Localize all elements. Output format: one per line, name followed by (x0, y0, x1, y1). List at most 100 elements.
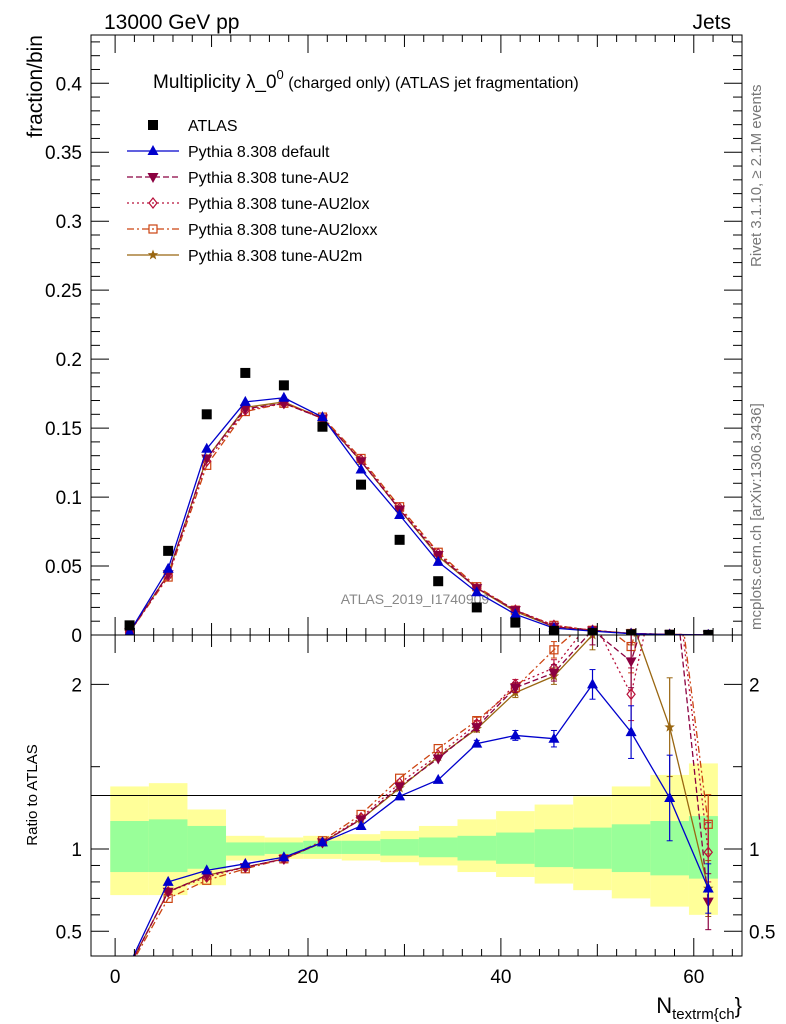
ratio-y-tick-label-right: 1 (749, 840, 760, 861)
atlas-data-point (548, 625, 559, 635)
ratio-data-point (162, 887, 174, 898)
mcplots-label: mcplots.cern.ch [arXiv:1306.3436] (748, 403, 765, 630)
ratio-data-point (664, 791, 676, 802)
main-y-tick-label: 0.35 (45, 143, 82, 164)
legend: ATLAS Pythia 8.308 default Pythia 8.308 tu… (127, 118, 377, 265)
atlas-data-point (124, 620, 135, 631)
atlas-data-point (278, 380, 289, 391)
ratio-data-point (162, 875, 174, 886)
x-tick-label: 40 (490, 967, 511, 988)
legend-label: Pythia 8.308 tune-AU2loxx (188, 222, 377, 239)
ratio-band-green (457, 835, 497, 861)
atlas-data-point (163, 545, 174, 556)
main-y-axis-label: fraction/bin (24, 35, 47, 138)
ratio-axes: 0.5 0.51 12 20 20 40 60 (56, 635, 775, 988)
legend-label: Pythia 8.308 default (188, 144, 330, 161)
ratio-data-point (626, 688, 636, 701)
ratio-y-tick-label: 2 (71, 675, 82, 696)
main-y-tick-label: 0.4 (56, 74, 83, 95)
legend-label: Pythia 8.308 tune-AU2 (188, 170, 349, 187)
main-data-point (124, 626, 135, 635)
ratio-data-point (471, 723, 483, 734)
ratio-band-green (110, 821, 149, 873)
legend-marker (147, 145, 159, 155)
ratio-series-layer (124, 515, 714, 972)
ratio-band-green (380, 839, 419, 856)
main-series-line (129, 402, 709, 635)
atlas-data-point (356, 479, 367, 490)
ratio-data-point (124, 958, 135, 968)
atlas-data-point (317, 421, 328, 432)
ratio-data-point (664, 721, 675, 732)
ratio-data-point (509, 683, 521, 694)
legend-marker (147, 173, 159, 183)
ratio-data-point (124, 962, 135, 972)
atlas-data-point (626, 629, 637, 635)
rivet-version-label: Rivet 3.1.10, ≥ 2.1M events (748, 85, 765, 268)
ratio-y-tick-label: 0.5 (56, 922, 82, 943)
main-y-tick-label: 0.3 (56, 212, 82, 233)
atlas-data-point (587, 628, 598, 635)
legend-marker (148, 224, 158, 234)
x-tick-label: 60 (683, 967, 704, 988)
ratio-series-line (132, 683, 709, 956)
legend-marker (147, 249, 159, 260)
collision-label: 13000 GeV pp (104, 11, 239, 34)
atlas-data-point (201, 409, 212, 420)
atlas-data-point (433, 576, 444, 587)
ratio-data-point (625, 657, 637, 668)
atlas-data-point (471, 602, 482, 613)
ratio-data-point (355, 819, 367, 830)
ratio-data-point (432, 754, 444, 765)
main-y-tick-label: 0 (71, 626, 82, 647)
ratio-band-green (418, 837, 458, 858)
ratio-data-point (625, 726, 637, 737)
main-data-point (201, 442, 213, 453)
legend-label: ATLAS (188, 118, 238, 135)
legend-label: Pythia 8.308 tune-AU2lox (188, 196, 369, 213)
main-y-tick-label: 0.25 (45, 281, 82, 302)
main-data-point (239, 395, 251, 406)
ratio-data-point (549, 645, 559, 655)
ratio-data-point (589, 614, 597, 624)
ratio-band-green (534, 829, 574, 868)
ratio-data-point (432, 773, 444, 784)
ratio-data-point (394, 782, 406, 793)
x-axis-label-tail: } (735, 993, 742, 1018)
chart-title-rest: (charged only) (ATLAS jet fragmentation) (284, 75, 579, 92)
main-data-point (278, 391, 290, 402)
main-data-point (355, 463, 367, 474)
x-axis-label: Ntextrm{ch} (656, 993, 742, 1023)
ratio-data-point (548, 732, 560, 743)
ratio-data-point (587, 678, 599, 689)
plot-watermark: ATLAS_2019_I1740909 (341, 591, 490, 607)
ratio-band-green (341, 840, 381, 854)
ratio-data-point (666, 515, 674, 525)
main-data-point (355, 457, 367, 468)
ratio-series-line (133, 635, 709, 956)
ratio-data-point (548, 668, 560, 679)
atlas-data-point (510, 617, 521, 628)
ratio-y-tick-label-right: 2 (749, 675, 760, 696)
main-series-line (129, 397, 709, 635)
ratio-uncertainty-bands (110, 763, 718, 915)
main-data-point (162, 562, 174, 573)
ratio-series-line (133, 635, 709, 956)
main-data-point (471, 586, 483, 597)
ratio-data-point (126, 964, 134, 972)
x-tick-label: 0 (110, 967, 121, 988)
ratio-band-green (611, 824, 651, 873)
x-tick-label: 20 (297, 967, 318, 988)
ratio-band-green (496, 832, 535, 864)
ratio-y-tick-label: 1 (71, 840, 82, 861)
main-series-layer (124, 367, 714, 635)
ratio-series-line (135, 635, 709, 956)
ratio-data-point (201, 864, 213, 875)
ratio-band-green (148, 819, 188, 873)
ratio-data-point (703, 846, 714, 859)
ratio-data-point (126, 961, 134, 971)
chart-title-superscript: 0 (277, 67, 284, 82)
ratio-data-point (626, 613, 636, 623)
ratio-band-green (573, 827, 612, 869)
